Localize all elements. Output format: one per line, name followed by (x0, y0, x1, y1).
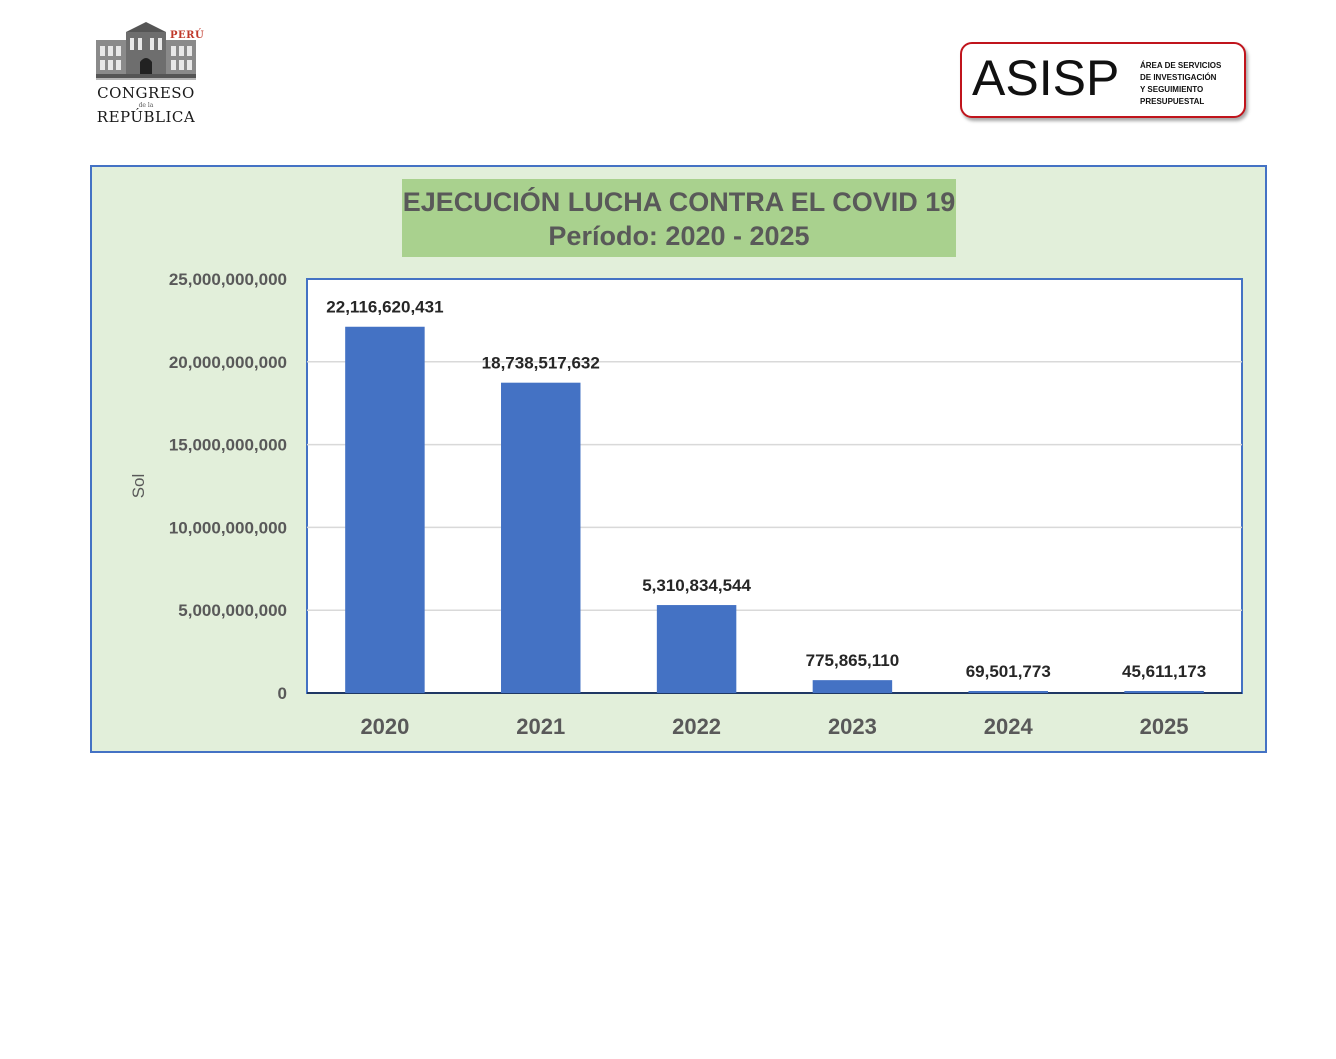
x-tick-label-2024: 2024 (984, 714, 1034, 739)
asisp-desc-line: Y SEGUIMIENTO (1140, 85, 1204, 94)
chart-title-box: EJECUCIÓN LUCHA CONTRA EL COVID 19 Perío… (402, 179, 956, 257)
y-tick-label: 10,000,000,000 (169, 518, 287, 537)
x-tick-label-2020: 2020 (360, 714, 409, 739)
bar-2021 (501, 382, 581, 693)
y-tick-label: 25,000,000,000 (169, 270, 287, 289)
y-tick-label: 5,000,000,000 (178, 601, 287, 620)
asisp-logo: ASISP ÁREA DE SERVICIOS DE INVESTIGACIÓN… (960, 42, 1246, 118)
data-label-2023: 775,865,110 (806, 651, 900, 670)
data-label-2025: 45,611,173 (1122, 662, 1206, 681)
x-tick-label-2023: 2023 (828, 714, 877, 739)
data-label-2024: 69,501,773 (966, 662, 1051, 681)
y-axis-title: Sol (129, 474, 148, 499)
asisp-desc-line: PRESUPUESTAL (1140, 97, 1205, 106)
congreso-logo: PERÚ CONGRESO de la REPÚBLICA (92, 22, 205, 130)
asisp-desc-line: ÁREA DE SERVICIOS (1140, 61, 1222, 70)
bar-2023 (812, 680, 893, 693)
bar-2020 (345, 326, 425, 693)
congress-building-icon (96, 22, 196, 80)
peru-label: PERÚ (170, 30, 205, 41)
congreso-text: CONGRESO (97, 84, 195, 102)
bar-2022 (656, 605, 737, 693)
asisp-description: ÁREA DE SERVICIOS DE INVESTIGACIÓN Y SEG… (1140, 60, 1240, 108)
data-label-2022: 5,310,834,544 (642, 576, 751, 595)
x-tick-label-2021: 2021 (516, 714, 565, 739)
y-tick-label: 15,000,000,000 (169, 436, 287, 455)
data-label-2021: 18,738,517,632 (482, 354, 600, 373)
y-tick-label: 0 (278, 684, 287, 703)
chart-subtitle: Período: 2020 - 2025 (548, 221, 810, 251)
asisp-desc-line: DE INVESTIGACIÓN (1140, 73, 1217, 82)
x-tick-label-2022: 2022 (672, 714, 721, 739)
x-tick-label-2025: 2025 (1140, 714, 1189, 739)
bar-2024 (968, 691, 1048, 693)
de-la-text: de la (138, 102, 154, 109)
y-tick-label: 20,000,000,000 (169, 353, 287, 372)
data-label-2020: 22,116,620,431 (326, 298, 443, 317)
republica-text: REPÚBLICA (96, 108, 196, 126)
chart-title: EJECUCIÓN LUCHA CONTRA EL COVID 19 (402, 187, 956, 217)
chart-panel: 0 5,000,000,000 10,000,000,000 15,000,000,0… (90, 165, 1267, 753)
bar-2025 (1124, 691, 1204, 693)
plot-area (306, 278, 1243, 694)
asisp-acronym: ASISP (972, 50, 1120, 106)
bar-chart: 0 5,000,000,000 10,000,000,000 15,000,000,0… (129, 270, 1243, 739)
